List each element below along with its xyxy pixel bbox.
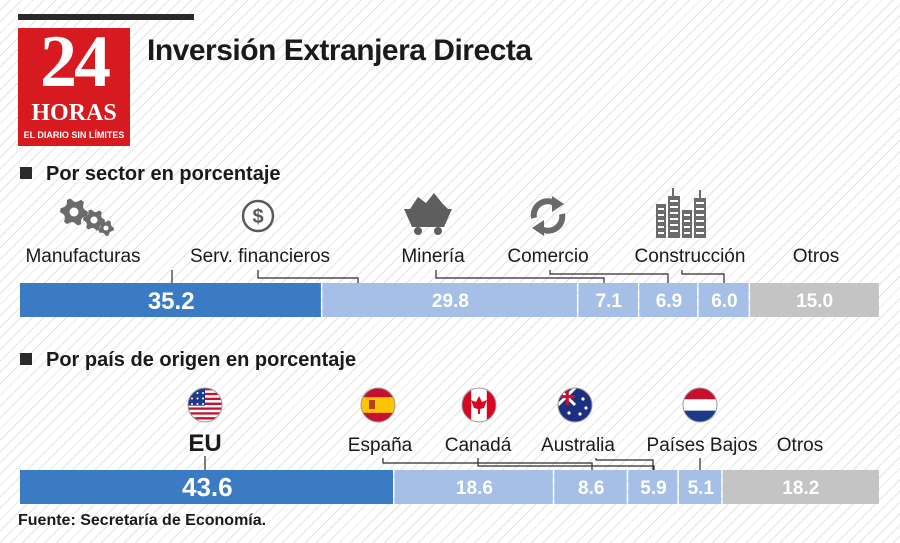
- leader-line: [382, 458, 593, 470]
- bar-segment: [722, 470, 879, 504]
- category-label: Serv. financieros: [190, 246, 330, 267]
- category-label: Canadá: [445, 435, 512, 456]
- category-label: Manufacturas: [25, 246, 140, 267]
- value-label: 6.9: [656, 291, 682, 312]
- dollar-icon: $: [241, 199, 275, 233]
- section-heading-sector: Por sector en porcentaje: [20, 163, 281, 186]
- leader-line: [477, 458, 655, 470]
- logo-tagline: EL DIARIO SIN LÍMITES: [23, 130, 125, 140]
- category-label: Otros: [793, 246, 839, 267]
- buildings-icon: [656, 188, 706, 238]
- category-label: Comercio: [507, 246, 588, 267]
- category-label: Australia: [541, 435, 615, 456]
- value-label: 43.6: [182, 472, 233, 502]
- bar-segment: [554, 470, 627, 504]
- category-label: EU: [188, 430, 221, 457]
- value-label: 29.8: [432, 291, 469, 312]
- page-title: Inversión Extranjera Directa: [147, 34, 532, 67]
- category-label: Otros: [777, 435, 823, 456]
- section-bullet: [20, 167, 32, 179]
- bar-segment: [639, 283, 698, 317]
- value-label: 35.2: [148, 288, 195, 315]
- spain-flag-icon: [360, 387, 396, 423]
- category-label: Países Bajos: [647, 435, 758, 456]
- leader-line: [257, 270, 359, 283]
- bar-segment: [20, 283, 321, 317]
- source-note: Fuente: Secretaría de Economía.: [18, 512, 267, 529]
- bar-segment: [698, 283, 749, 317]
- value-label: 6.0: [711, 291, 737, 312]
- leader-line: [681, 270, 725, 283]
- category-label: Minería: [401, 246, 465, 267]
- gears-icon: [60, 198, 114, 236]
- bar-segment: [750, 283, 879, 317]
- value-label: 8.6: [578, 478, 604, 499]
- value-label: 18.2: [782, 478, 819, 499]
- logo-number: 24: [40, 21, 111, 103]
- logo-word: HORAS: [31, 100, 117, 126]
- value-label: 5.9: [640, 478, 666, 499]
- value-label: 5.1: [688, 478, 715, 499]
- logo-24-horas: 24 HORAS EL DIARIO SIN LÍMITES: [18, 22, 130, 146]
- leader-line: [595, 458, 654, 470]
- recycle-arrows-icon: [530, 196, 566, 236]
- canada-flag-icon: [461, 387, 497, 423]
- leader-line: [435, 270, 605, 283]
- bar-segment: [678, 470, 722, 504]
- mining-cart-icon: [404, 193, 452, 235]
- value-label: 18.6: [456, 478, 493, 499]
- section-title-country: Por país de origen en porcentaje: [46, 349, 357, 371]
- value-label: 7.1: [596, 291, 623, 312]
- bar-segment: [20, 470, 393, 504]
- bar-segment: [322, 283, 577, 317]
- section-title-sector: Por sector en porcentaje: [46, 163, 281, 185]
- top-rule: [18, 14, 194, 20]
- category-label: Construcción: [635, 246, 746, 267]
- bar-segment: [628, 470, 678, 504]
- value-label: 15.0: [796, 291, 833, 312]
- svg-text:$: $: [252, 206, 263, 228]
- section-bullet: [20, 353, 32, 365]
- bar-segment: [578, 283, 638, 317]
- australia-flag-icon: [557, 387, 593, 423]
- leader-line: [549, 270, 669, 283]
- usa-flag-icon: [187, 387, 223, 423]
- section-heading-country: Por país de origen en porcentaje: [20, 349, 356, 372]
- netherlands-flag-icon: [682, 387, 718, 423]
- category-label: España: [348, 435, 413, 456]
- bar-segment: [394, 470, 553, 504]
